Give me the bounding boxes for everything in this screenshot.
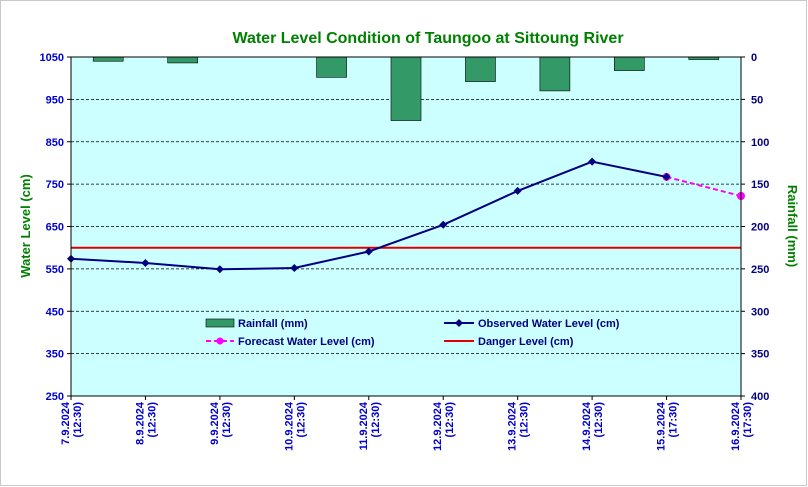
y-right-tick-label: 350 (751, 349, 769, 361)
y-right-tick-label: 50 (751, 94, 763, 106)
x-tick-time: (12:30) (221, 402, 233, 438)
x-tick-label: 8.9.2024(12:30) (134, 401, 158, 445)
chart-title: Water Level Condition of Taungoo at Sitt… (232, 30, 623, 47)
legend: Rainfall (mm) Observed Water Level (cm) … (200, 313, 700, 351)
rainfall-bar (92, 56, 124, 62)
x-tick-time: (12:30) (370, 402, 382, 438)
x-tick-time: (12:30) (519, 402, 531, 438)
y-left-tick-label: 750 (46, 179, 64, 191)
legend-rainfall-label: Rainfall (mm) (238, 318, 308, 330)
x-tick-date: 7.9.2024 (60, 401, 72, 445)
y-left-tick-label: 1050 (40, 52, 64, 64)
legend-observed-marker (455, 319, 463, 327)
x-tick-date: 10.9.2024 (283, 401, 295, 451)
observed-point (364, 247, 373, 256)
x-tick-label: 14.9.2024(12:30) (581, 401, 605, 451)
y-axis-left-label: Water Level (cm) (18, 174, 33, 278)
observed-point (439, 220, 448, 229)
x-tick-date: 13.9.2024 (507, 401, 519, 451)
y-right-tick-label: 200 (751, 222, 769, 234)
x-tick-date: 16.9.2024 (730, 401, 742, 451)
forecast-line (666, 175, 742, 197)
x-tick-date: 15.9.2024 (656, 401, 668, 451)
y-left-tick-label: 550 (46, 264, 64, 276)
y-right-tick-label: 0 (751, 52, 757, 64)
y-left-tick-label: 650 (46, 222, 64, 234)
legend-background (200, 313, 700, 351)
legend-forecast-marker (216, 337, 224, 345)
x-tick-label: 16.9.2024(17:30) (730, 401, 754, 451)
x-tick-time: (12:30) (72, 402, 84, 438)
x-tick-date: 8.9.2024 (134, 401, 146, 445)
y-right-tick-label: 250 (751, 264, 769, 276)
x-tick-label: 12.9.2024(12:30) (432, 401, 456, 451)
x-tick-label: 9.9.2024(12:30) (209, 401, 233, 445)
legend-rainfall-swatch (205, 318, 235, 328)
y-left-tick-label: 850 (46, 137, 64, 149)
rainfall-bar (539, 56, 571, 92)
x-tick-date: 14.9.2024 (581, 401, 593, 451)
rainfall-bar (316, 56, 347, 78)
legend-observed-label: Observed Water Level (cm) (478, 318, 620, 330)
x-tick-date: 9.9.2024 (209, 401, 221, 445)
rainfall-bar (614, 56, 645, 71)
y-right-tick-label: 300 (751, 306, 769, 318)
observed-point (662, 172, 671, 181)
x-tick-time: (12:30) (295, 402, 307, 438)
y-left-tick-label: 350 (46, 349, 64, 361)
x-tick-label: 13.9.2024(12:30) (507, 401, 531, 451)
legend-forecast-label: Forecast Water Level (cm) (238, 336, 375, 348)
rainfall-bar (167, 56, 198, 64)
y-axis-right-label: Rainfall (mm) (785, 185, 800, 267)
x-tick-label: 11.9.2024(12:30) (358, 401, 382, 450)
x-tick-label: 15.9.2024(17:30) (656, 401, 680, 451)
y-right-tick-label: 400 (751, 391, 769, 403)
observed-point (513, 186, 522, 195)
rainfall-bar (390, 56, 422, 121)
y-right-tick-label: 100 (751, 137, 769, 149)
plot-area: 1050 950 850 750 650 550 450 350 250 0 50 100 150 200… (40, 52, 770, 451)
x-tick-time: (17:30) (742, 402, 754, 438)
x-tick-date: 11.9.2024 (358, 401, 370, 450)
y-left-tick-label: 250 (46, 391, 64, 403)
y-right-tick-label: 150 (751, 179, 769, 191)
observed-point (588, 157, 597, 166)
legend-danger-label: Danger Level (cm) (478, 336, 574, 348)
y-left-tick-label: 950 (46, 94, 64, 106)
x-tick-time: (17:30) (668, 402, 680, 438)
rainfall-bar (465, 56, 496, 82)
y-left-tick-label: 450 (46, 306, 64, 318)
x-tick-date: 12.9.2024 (432, 401, 444, 451)
x-tick-time: (12:30) (146, 402, 158, 438)
observed-point (215, 265, 224, 274)
x-tick-label: 10.9.2024(12:30) (283, 401, 307, 451)
x-tick-time: (12:30) (593, 402, 605, 438)
observed-point (141, 258, 150, 267)
x-tick-label: 7.9.2024(12:30) (60, 401, 84, 445)
observed-point (290, 264, 299, 273)
x-tick-time: (12:30) (444, 402, 456, 438)
